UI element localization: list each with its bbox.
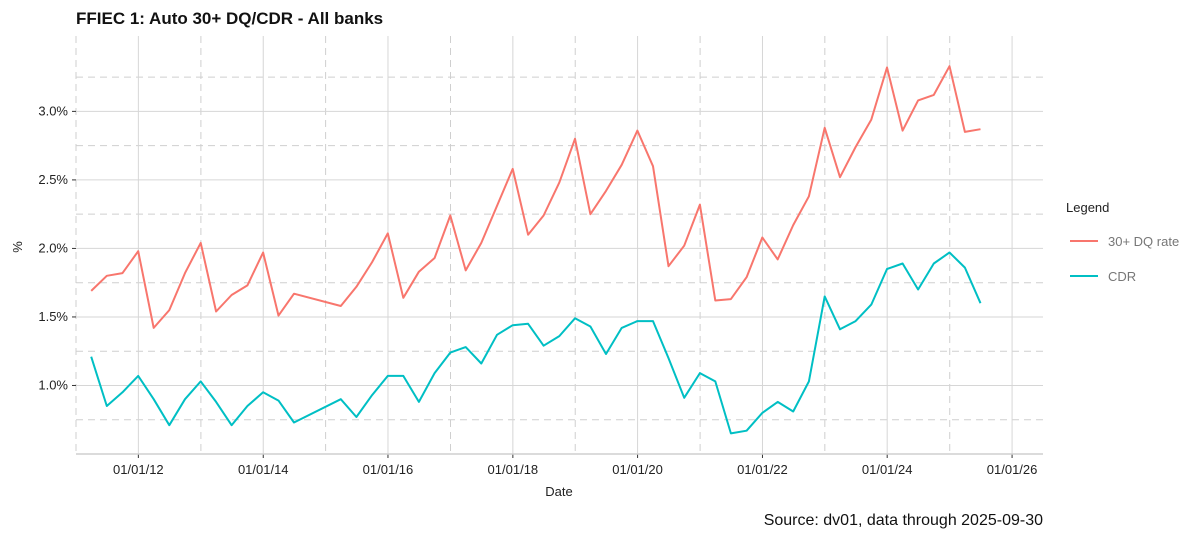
x-tick-label: 01/01/20 <box>612 462 663 477</box>
y-axis-label: % <box>10 241 25 253</box>
tick-labels: 01/01/12 01/01/14 01/01/16 01/01/18 01/01/20… <box>38 103 1037 477</box>
series-layer <box>90 65 982 435</box>
legend-label: 30+ DQ rate <box>1108 234 1179 249</box>
y-tick-label: 2.5% <box>38 172 68 187</box>
x-tick-label: 01/01/16 <box>363 462 414 477</box>
legend-label: CDR <box>1108 269 1136 284</box>
x-tick-label: 01/01/12 <box>113 462 164 477</box>
x-axis-label: Date <box>545 484 572 499</box>
x-tick-label: 01/01/18 <box>488 462 539 477</box>
x-tick-label: 01/01/14 <box>238 462 289 477</box>
gridlines <box>75 36 1043 454</box>
axes <box>72 110 1043 458</box>
series-line-cdr <box>90 251 982 435</box>
y-tick-label: 1.5% <box>38 309 68 324</box>
series-line-dq-rate <box>90 65 981 329</box>
x-tick-label: 01/01/26 <box>987 462 1038 477</box>
legend: Legend 30+ DQ rate CDR <box>1066 200 1179 284</box>
x-tick-label: 01/01/24 <box>862 462 913 477</box>
x-tick-label: 01/01/22 <box>737 462 788 477</box>
y-tick-label: 1.0% <box>38 377 68 392</box>
source-caption: Source: dv01, data through 2025-09-30 <box>764 512 1043 529</box>
legend-title: Legend <box>1066 200 1109 215</box>
y-tick-label: 2.0% <box>38 240 68 255</box>
chart-title: FFIEC 1: Auto 30+ DQ/CDR - All banks <box>76 9 383 28</box>
y-tick-label: 3.0% <box>38 103 68 118</box>
